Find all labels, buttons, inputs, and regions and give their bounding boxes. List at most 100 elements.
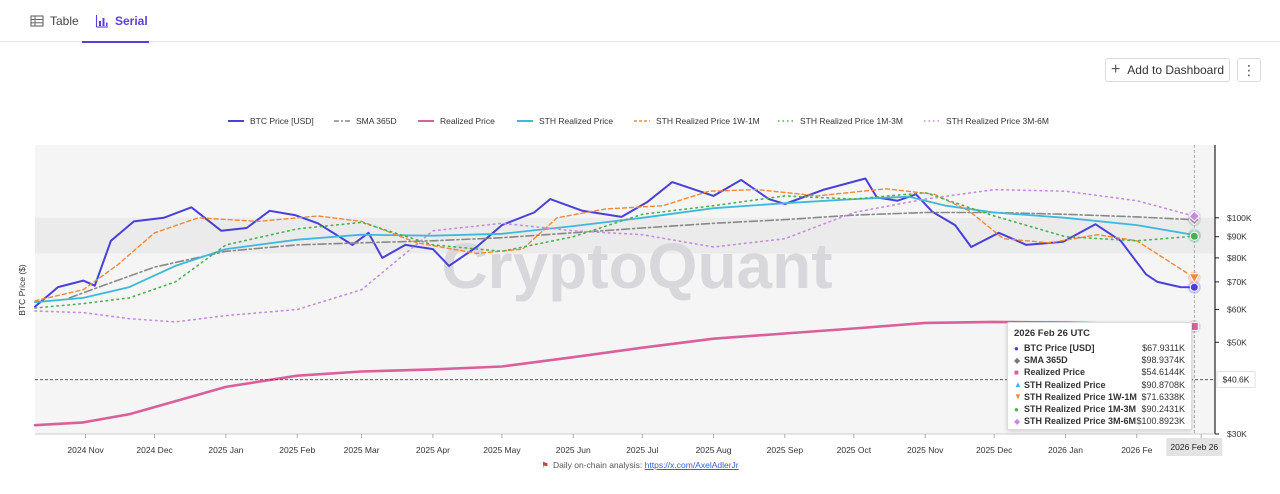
tooltip-marker: ◆ <box>1014 355 1021 365</box>
tooltip-series-value: $98.9374K <box>1141 355 1185 366</box>
endpoint-markers <box>1187 209 1201 333</box>
add-to-dashboard-label: Add to Dashboard <box>1127 63 1225 77</box>
tooltip-series-value: $67.9311K <box>1142 343 1185 354</box>
legend-label: SMA 365D <box>356 116 397 126</box>
x-tick-label: 2025 Jan <box>208 445 243 455</box>
tooltip-marker: ● <box>1014 404 1019 414</box>
footer-note: ⚑ Daily on-chain analysis: https://x.com/… <box>0 460 1280 471</box>
series-line <box>34 188 1196 302</box>
legend-item[interactable]: STH Realized Price 1W-1M <box>634 116 760 126</box>
legend-label: BTC Price [USD] <box>250 116 314 126</box>
x-tick-label: 2025 Mar <box>344 445 380 455</box>
x-tick-label: 2025 Sep <box>767 445 804 455</box>
y-tick-label: $100K <box>1227 213 1252 223</box>
x-tick-label: 2025 Apr <box>416 445 450 455</box>
y-tick-label: $50K <box>1227 337 1247 347</box>
legend-item[interactable]: STH Realized Price 3M-6M <box>924 116 1049 126</box>
tooltip-series-name: Realized Price <box>1024 367 1086 378</box>
legend-label: STH Realized Price 1W-1M <box>656 116 760 126</box>
tooltip-row: ● BTC Price [USD] $67.9311K <box>1014 342 1185 354</box>
legend-item[interactable]: STH Realized Price 1M-3M <box>778 116 903 126</box>
tooltip-row: ■ Realized Price $54.6144K <box>1014 366 1185 378</box>
x-tick-label: 2026 Jan <box>1048 445 1083 455</box>
tooltip-row: ▼ STH Realized Price 1W-1M $71.6338K <box>1014 391 1185 403</box>
x-tick-label: 2025 May <box>483 445 521 455</box>
tooltip-series-value: $54.6144K <box>1141 367 1185 378</box>
series-line <box>33 320 1196 427</box>
crosshair-price-box <box>1216 371 1256 388</box>
legend-label: STH Realized Price 3M-6M <box>946 116 1049 126</box>
footer-link[interactable]: https://x.com/AxelAdlerJr <box>644 460 739 470</box>
y-axis-ticks: $100K $90K $80K $70K $60K $50K $30K <box>1215 213 1252 439</box>
tooltip-marker: ● <box>1014 343 1019 353</box>
tab-table[interactable]: Table <box>30 0 79 42</box>
x-tick-label: 2025 Feb <box>279 445 315 455</box>
tooltip-date: 2026 Feb 26 UTC <box>1014 328 1091 339</box>
tooltip-series-name: STH Realized Price 3M-6M <box>1024 416 1137 427</box>
series-line <box>34 195 1196 304</box>
flag-icon: ⚑ <box>541 460 549 470</box>
x-tick-label: 2025 Oct <box>837 445 872 455</box>
tooltip-row: ● STH Realized Price 1M-3M $90.2431K <box>1014 403 1185 415</box>
more-vertical-icon: ⋮ <box>1242 61 1256 78</box>
legend-label: STH Realized Price 1M-3M <box>800 116 903 126</box>
y-tick-label: $60K <box>1227 305 1247 315</box>
x-tick-label: 2025 Dec <box>976 445 1013 455</box>
y-tick-label: $80K <box>1227 253 1247 263</box>
bar-chart-icon <box>95 15 108 28</box>
chart-legend: BTC Price [USD] SMA 365D Realized Price STH… <box>228 116 1049 126</box>
legend-label: STH Realized Price <box>539 116 613 126</box>
chart-tooltip: 2026 Feb 26 UTC ● BTC Price [USD] $67.9311… <box>1007 322 1192 430</box>
crosshair-date-box <box>1166 438 1223 456</box>
crosshair-price-label: $40.6K <box>1223 375 1250 385</box>
tooltip-marker: ▲ <box>1014 380 1022 390</box>
tooltip-series-name: STH Realized Price 1M-3M <box>1024 404 1137 415</box>
legend-item[interactable]: Realized Price <box>418 116 495 126</box>
view-tabs: Table Serial <box>0 0 1280 43</box>
x-tick-label: 2026 Fe <box>1121 445 1152 455</box>
endpoint-marker <box>1189 282 1199 292</box>
x-tick-label: 2025 Aug <box>696 445 732 455</box>
add-to-dashboard-button[interactable]: + Add to Dashboard <box>1105 58 1230 82</box>
legend-item[interactable]: SMA 365D <box>334 116 397 126</box>
y-axis-label: BTC Price ($) <box>17 264 27 316</box>
tooltip-series-name: BTC Price [USD] <box>1024 343 1095 354</box>
tooltip-series-name: SMA 365D <box>1024 355 1068 366</box>
endpoint-marker <box>1188 210 1201 222</box>
series-layer <box>33 177 1196 427</box>
x-axis-ticks: 2024 Nov 2024 Dec 2025 Jan 2025 Feb 2025 Mar… <box>35 433 1215 455</box>
tooltip-rows: ● BTC Price [USD] $67.9311K ◆ SMA 365D $98.93… <box>1014 342 1185 427</box>
y-tick-label: $70K <box>1227 277 1247 287</box>
tooltip-row: ▲ STH Realized Price $90.8708K <box>1014 379 1185 391</box>
x-tick-label: 2025 Nov <box>907 445 944 455</box>
tooltip-series-value: $100.8923K <box>1136 416 1185 427</box>
tooltip-series-value: $90.8708K <box>1141 379 1185 390</box>
x-tick-label: 2024 Nov <box>67 445 104 455</box>
y-tick-label: $90K <box>1227 232 1247 242</box>
legend-item[interactable]: BTC Price [USD] <box>228 116 314 126</box>
tooltip-series-value: $71.6338K <box>1141 391 1185 402</box>
footer-text: Daily on-chain analysis: <box>552 460 643 470</box>
legend-label: Realized Price <box>440 116 495 126</box>
y-tick-label: $30K <box>1227 429 1247 439</box>
tooltip-marker: ■ <box>1014 367 1019 377</box>
table-icon <box>30 15 44 27</box>
x-tick-label: 2024 Dec <box>136 445 173 455</box>
more-options-button[interactable]: ⋮ <box>1237 58 1261 82</box>
tooltip-marker: ◆ <box>1014 416 1021 426</box>
tooltip-marker: ▼ <box>1014 392 1022 402</box>
series-line <box>34 177 1196 308</box>
endpoint-marker <box>1188 273 1201 284</box>
watermark-text: CryptoQuant <box>441 230 832 302</box>
tooltip-series-name: STH Realized Price 1W-1M <box>1024 391 1137 402</box>
tooltip-series-value: $90.2431K <box>1141 404 1185 415</box>
tooltip-row: ◆ SMA 365D $98.9374K <box>1014 354 1185 366</box>
x-tick-label: 2025 Jun <box>556 445 591 455</box>
crosshair-labels: $40.6K 2026 Feb 26 <box>1166 371 1256 456</box>
tab-serial[interactable]: Serial <box>82 0 149 43</box>
legend-item[interactable]: STH Realized Price <box>517 116 613 126</box>
tooltip-row: ◆ STH Realized Price 3M-6M $100.8923K <box>1014 415 1185 427</box>
tab-table-label: Table <box>50 14 79 28</box>
x-tick-label: 2025 Jul <box>626 445 658 455</box>
tooltip-series-name: STH Realized Price <box>1024 379 1106 390</box>
